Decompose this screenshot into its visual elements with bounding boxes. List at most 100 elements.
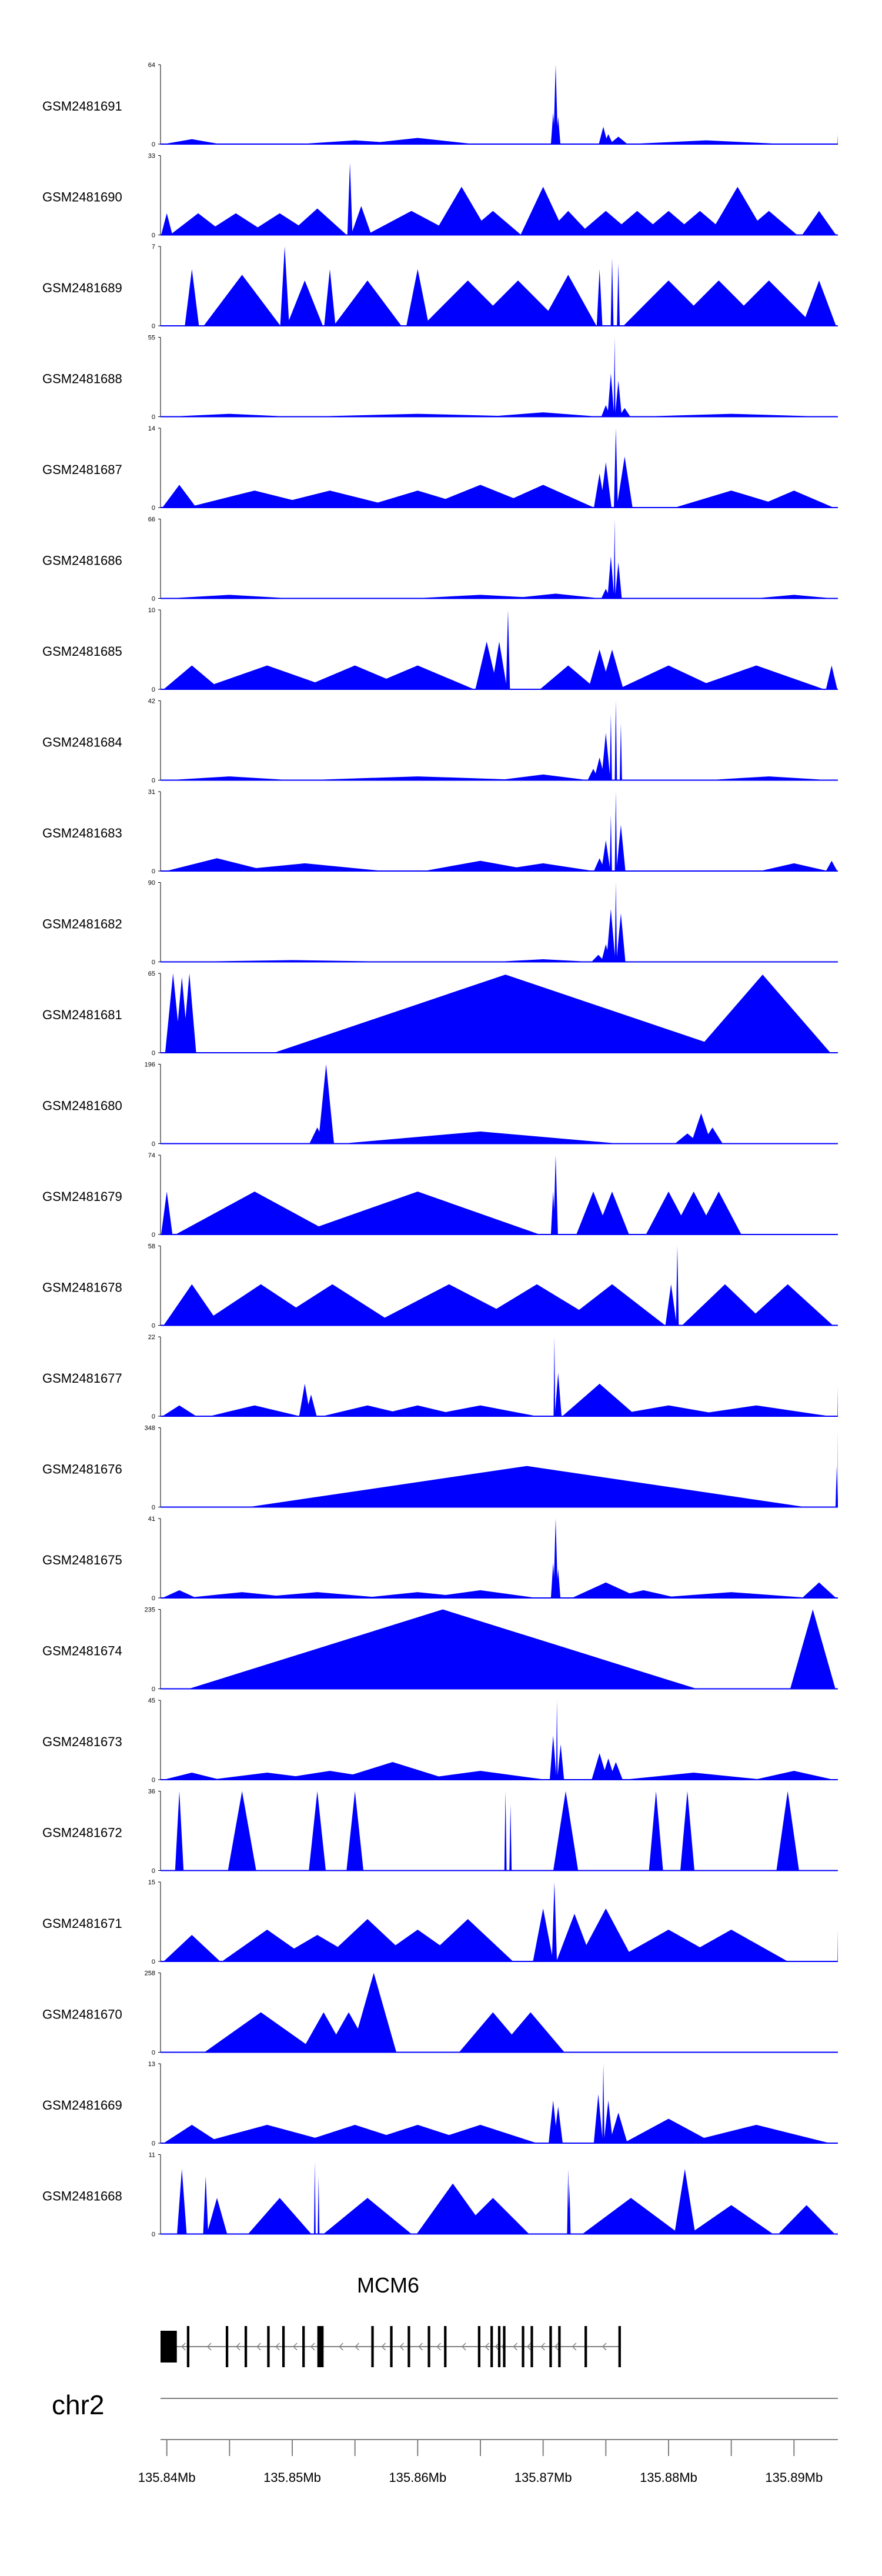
signal-peak — [351, 206, 372, 235]
track-gsm2481685: GSM2481685 10 0 — [42, 607, 838, 693]
track-gsm2481690: GSM2481690 33 0 — [42, 153, 838, 239]
signal-peak — [559, 1284, 666, 1326]
signal-peak — [609, 1762, 623, 1780]
signal-peak — [492, 485, 594, 508]
signal-peak — [366, 211, 457, 235]
track-ymin-label: 0 — [152, 778, 155, 785]
track-ymin-label: 0 — [152, 1323, 155, 1330]
signal-peak — [553, 1791, 579, 1871]
signal-peak — [600, 462, 612, 508]
track-ymax-label: 90 — [148, 880, 155, 887]
track-gsm2481675: GSM2481675 41 0 — [42, 1516, 838, 1602]
signal-peak — [199, 665, 335, 689]
gene-strand-arrow — [256, 2343, 261, 2351]
signal-peak — [592, 1753, 608, 1780]
signal-peak — [592, 955, 606, 962]
signal-peak — [754, 490, 834, 508]
track-ymax-label: 66 — [148, 516, 155, 523]
track-ymax-label: 55 — [148, 335, 155, 342]
signal-peak — [361, 665, 475, 689]
signal-peak — [406, 269, 429, 326]
signal-peak — [609, 136, 628, 144]
gene-exon — [161, 2331, 177, 2363]
gene-exon — [477, 2326, 480, 2367]
signal-peak — [324, 269, 336, 326]
track-label: GSM2481677 — [42, 1371, 122, 1386]
signal-peak — [323, 2198, 412, 2234]
signal-peak — [509, 1804, 512, 1871]
signal-peak — [680, 1791, 694, 1871]
gene-exon — [225, 2326, 229, 2367]
signal-peak — [617, 263, 620, 326]
gene-strand-arrow — [399, 2343, 404, 2351]
gene-strand-arrow — [485, 2343, 490, 2351]
track-ymin-label: 0 — [152, 686, 155, 693]
signal-peak — [520, 186, 566, 235]
signal-peak — [613, 519, 616, 599]
track-gsm2481678: GSM2481678 58 0 — [42, 1243, 838, 1330]
signal-peak — [623, 1773, 764, 1780]
track-gsm2481671: GSM2481671 15 0 — [42, 1879, 838, 1966]
signal-peak — [723, 280, 814, 326]
track-label: GSM2481679 — [42, 1189, 122, 1204]
signal-peak — [249, 1592, 385, 1598]
track-ymin-label: 0 — [152, 1868, 155, 1875]
signal-peak — [497, 774, 589, 780]
signal-peak — [835, 1466, 838, 1507]
track-label: GSM2481668 — [42, 2189, 122, 2204]
gene-exon — [302, 2326, 305, 2367]
signal-peak — [189, 1609, 697, 1689]
gene-exon — [407, 2326, 410, 2367]
track-ymax-label: 42 — [148, 698, 155, 705]
track-label: GSM2481673 — [42, 1734, 122, 1749]
gene-strand-arrow — [355, 2343, 359, 2351]
track-ymin-label: 0 — [152, 1232, 155, 1239]
signal-peak — [568, 2183, 571, 2234]
ruler-tick-label: 135.89Mb — [765, 2470, 823, 2485]
signal-peak — [203, 2176, 209, 2234]
track-ymax-label: 348 — [145, 1425, 155, 1432]
signal-peak — [616, 456, 633, 508]
ruler-tick-label: 135.85Mb — [263, 2470, 321, 2485]
track-gsm2481680: GSM2481680 196 0 — [42, 1062, 838, 1148]
signal-peak — [609, 2113, 628, 2143]
signal-peak — [837, 134, 838, 144]
signal-peak — [424, 1405, 537, 1416]
signal-peak — [802, 211, 836, 235]
signal-peak — [346, 1791, 364, 1871]
track-ymax-label: 11 — [149, 2152, 155, 2159]
track-ymin-label: 0 — [152, 868, 155, 875]
signal-peak — [790, 1609, 836, 1689]
signal-peak — [202, 213, 270, 235]
signal-peak — [596, 269, 603, 326]
signal-peak — [742, 1284, 833, 1326]
signal-peak — [175, 1192, 334, 1234]
track-label: GSM2481691 — [42, 99, 122, 114]
signal-peak — [280, 246, 289, 326]
signal-peak — [295, 1192, 540, 1234]
signal-peak — [577, 1908, 634, 1961]
signal-peak — [553, 1337, 556, 1416]
signal-peak — [475, 642, 498, 689]
gene-exon — [186, 2326, 190, 2367]
chromosome-label: chr2 — [52, 2390, 104, 2420]
signal-peak — [549, 1736, 557, 1780]
gene-track: MCM6 — [161, 2273, 621, 2367]
signal-tracks: GSM2481691640GSM2481690330GSM248168970GS… — [42, 62, 838, 2238]
signal-peak — [614, 882, 617, 962]
gene-exon — [244, 2326, 248, 2367]
signal-peak — [248, 1466, 806, 1507]
gene-exon — [371, 2326, 374, 2367]
track-label: GSM2481683 — [42, 826, 122, 840]
signal-peak — [167, 413, 292, 417]
signal-peak — [562, 1383, 637, 1416]
signal-peak — [554, 1373, 562, 1416]
track-gsm2481691: GSM2481691 64 0 — [42, 62, 838, 148]
signal-peak — [689, 2205, 773, 2234]
track-ymin-label: 0 — [152, 1777, 155, 1784]
track-label: GSM2481688 — [42, 372, 122, 386]
signal-peak — [614, 428, 618, 508]
signal-peak — [837, 1387, 838, 1416]
signal-peak — [707, 776, 831, 780]
